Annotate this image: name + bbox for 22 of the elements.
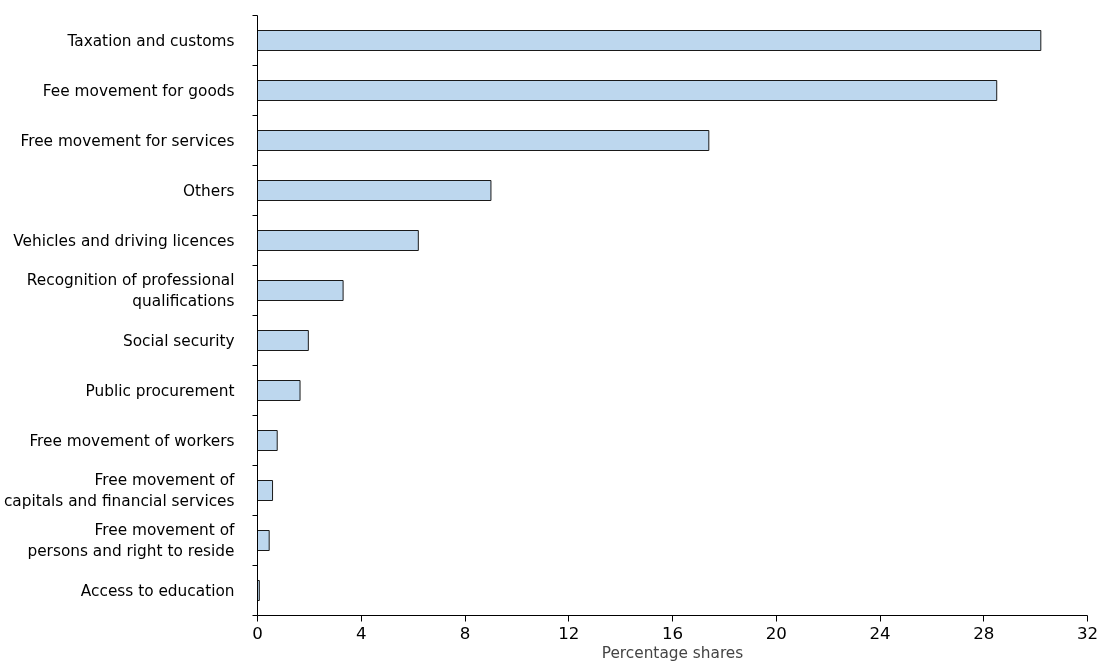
y-tick-label: Free movement for services xyxy=(20,131,235,150)
y-tick-label: Free movement of capitals and financial services xyxy=(3,470,236,511)
x-tick-label: 12 xyxy=(558,623,580,643)
x-axis-title: Percentage shares xyxy=(601,643,744,662)
x-tick-label: 16 xyxy=(661,623,684,643)
y-tick-label: Taxation and customs xyxy=(66,31,235,50)
x-tick-label: 0 xyxy=(252,623,263,643)
y-tick-label: Access to education xyxy=(80,581,235,600)
y-tick-label: Public procurement xyxy=(85,381,235,400)
y-tick-label: Free movement of workers xyxy=(29,431,235,450)
y-tick-label: Free movement of persons and right to reside xyxy=(27,520,236,561)
x-tick-label: 20 xyxy=(765,623,787,643)
x-tick-label: 4 xyxy=(355,623,367,643)
y-tick-label: Vehicles and driving licences xyxy=(13,231,235,250)
x-tick-label: 8 xyxy=(459,623,471,643)
y-tick-label: Social security xyxy=(122,331,235,350)
x-tick-label: 32 xyxy=(1076,623,1099,643)
x-tick-label: 24 xyxy=(869,623,891,643)
y-tick-label: Fee movement for goods xyxy=(42,81,235,100)
y-tick-label: Others xyxy=(182,181,235,200)
y-tick-label: Recognition of professional qualifications xyxy=(26,270,235,311)
x-tick-label: 28 xyxy=(973,623,995,643)
